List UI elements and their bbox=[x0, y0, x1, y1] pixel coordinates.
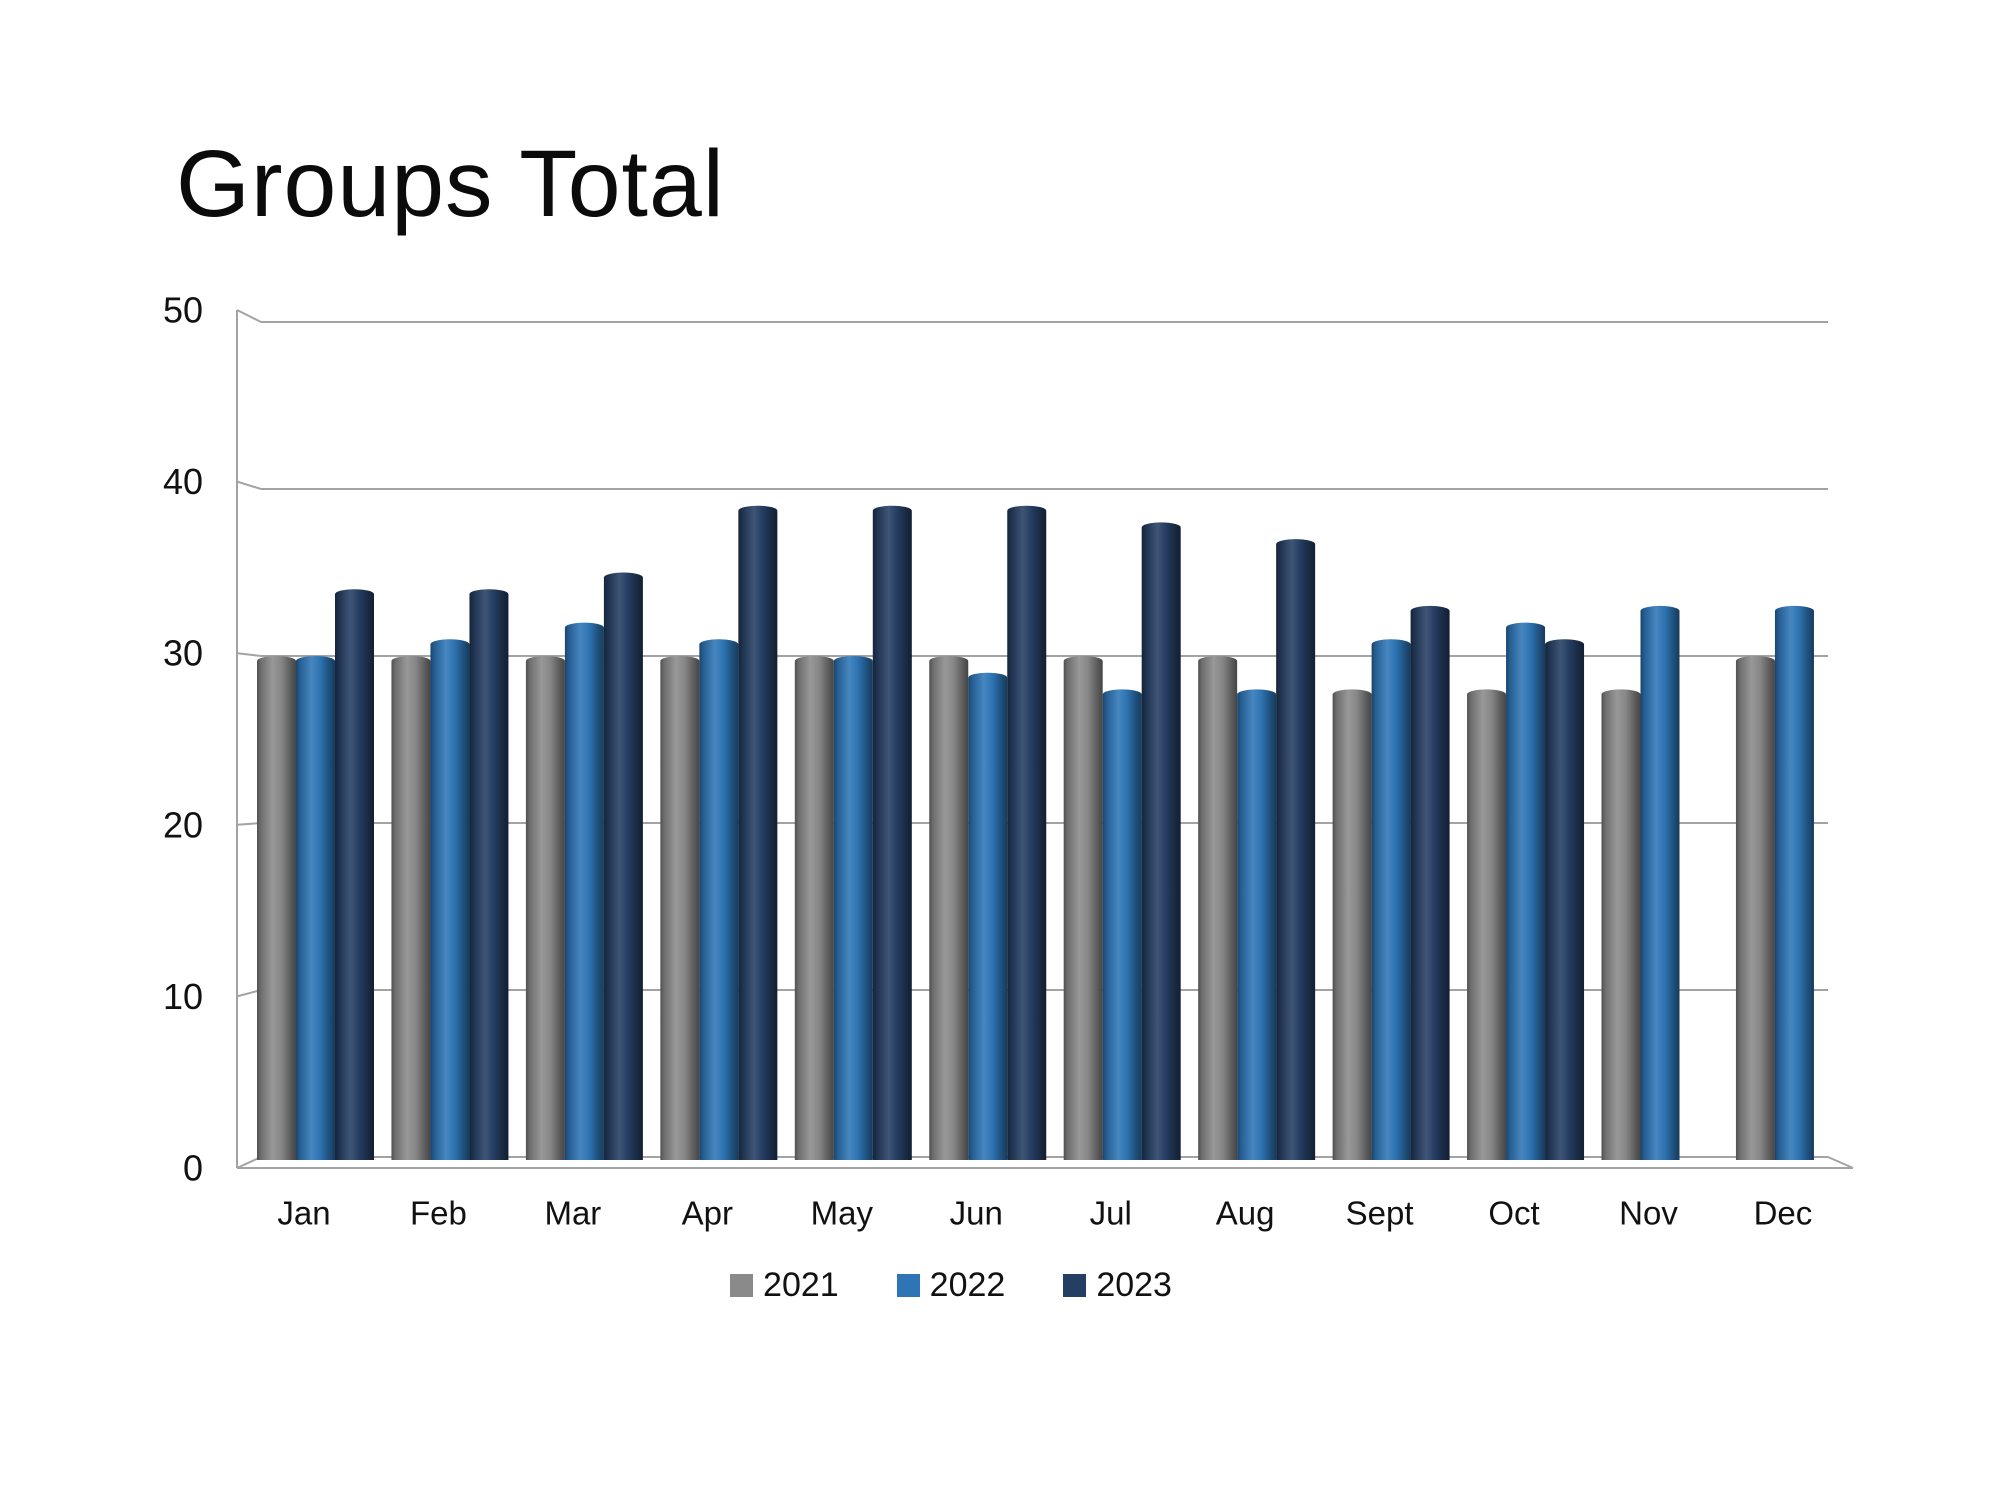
chart-title: Groups Total bbox=[176, 131, 725, 237]
bar-2022-Nov bbox=[1640, 605, 1680, 1160]
y-tick-label: 30 bbox=[163, 633, 203, 674]
y-tick-label: 50 bbox=[163, 290, 203, 331]
y-tick-label: 40 bbox=[163, 461, 203, 502]
x-category-label: Mar bbox=[544, 1195, 601, 1232]
bar-2022-Jan bbox=[296, 656, 335, 1160]
bar-2023-Mar bbox=[603, 572, 643, 1160]
bar-2023-Sept bbox=[1410, 605, 1450, 1160]
bar-2023-Jun bbox=[1007, 505, 1047, 1160]
bar-2021-Nov bbox=[1601, 689, 1641, 1160]
x-category-label: Dec bbox=[1754, 1195, 1813, 1232]
legend-label: 2023 bbox=[1096, 1266, 1172, 1304]
bar-2021-Feb bbox=[391, 656, 431, 1160]
bar-2022-Jul bbox=[1102, 689, 1142, 1160]
legend-swatch-2022 bbox=[896, 1273, 920, 1297]
y-tick-label: 0 bbox=[183, 1148, 203, 1189]
legend-swatch-2021 bbox=[730, 1273, 754, 1297]
gridline-bevel bbox=[236, 652, 262, 657]
bar-2021-May bbox=[794, 656, 834, 1160]
bar-2021-Jun bbox=[929, 656, 969, 1160]
bar-2022-Jun bbox=[968, 672, 1008, 1160]
bar-2021-Aug bbox=[1198, 656, 1238, 1160]
bar-2022-Oct bbox=[1506, 622, 1546, 1160]
bar-2023-Oct bbox=[1545, 639, 1585, 1160]
bar-2021-Dec bbox=[1735, 656, 1775, 1160]
x-category-label: Jan bbox=[277, 1195, 330, 1232]
x-category-label: Jul bbox=[1090, 1195, 1132, 1232]
bar-2022-Mar bbox=[564, 622, 604, 1160]
bar-2021-Jan bbox=[257, 656, 296, 1160]
x-category-label: Jun bbox=[950, 1195, 1003, 1232]
legend-label: 2022 bbox=[929, 1266, 1006, 1304]
x-category-label: Nov bbox=[1619, 1195, 1678, 1232]
legend-item-2021: 2021 bbox=[730, 1268, 839, 1302]
bar-2022-Dec bbox=[1774, 605, 1814, 1160]
x-category-label: Feb bbox=[410, 1195, 467, 1232]
gridline-bevel bbox=[236, 480, 262, 490]
bar-2023-Jul bbox=[1141, 522, 1181, 1160]
x-category-label: Oct bbox=[1488, 1195, 1539, 1232]
bar-2023-Aug bbox=[1276, 539, 1316, 1160]
bar-2022-May bbox=[833, 656, 873, 1160]
bar-2022-Apr bbox=[699, 639, 739, 1160]
bar-2022-Aug bbox=[1237, 689, 1277, 1160]
bar-2021-Oct bbox=[1467, 689, 1507, 1160]
bar-2023-Feb bbox=[469, 589, 509, 1160]
bar-2023-May bbox=[872, 505, 912, 1160]
bar-2022-Sept bbox=[1371, 639, 1411, 1160]
gridline-bevel bbox=[236, 309, 262, 323]
x-category-label: May bbox=[811, 1195, 874, 1232]
chart-legend: 2021 2022 2023 bbox=[0, 1268, 1902, 1302]
bar-2022-Feb bbox=[430, 639, 470, 1160]
bar-2021-Apr bbox=[660, 656, 700, 1160]
y-tick-label: 10 bbox=[163, 976, 203, 1017]
bar-2021-Mar bbox=[525, 656, 565, 1160]
bar-2021-Sept bbox=[1332, 689, 1372, 1160]
x-category-label: Aug bbox=[1216, 1195, 1275, 1232]
bar-2023-Jan bbox=[335, 589, 374, 1160]
legend-item-2023: 2023 bbox=[1063, 1268, 1172, 1302]
floor-right-bevel bbox=[1827, 1156, 1854, 1169]
legend-label: 2021 bbox=[763, 1266, 839, 1304]
y-tick-label: 20 bbox=[163, 804, 203, 845]
x-category-label: Sept bbox=[1346, 1195, 1414, 1232]
bar-2021-Jul bbox=[1063, 656, 1103, 1160]
legend-swatch-2023 bbox=[1063, 1273, 1087, 1297]
legend-item-2022: 2022 bbox=[896, 1266, 1006, 1304]
x-category-label: Apr bbox=[682, 1195, 733, 1232]
bar-2023-Apr bbox=[738, 505, 778, 1160]
